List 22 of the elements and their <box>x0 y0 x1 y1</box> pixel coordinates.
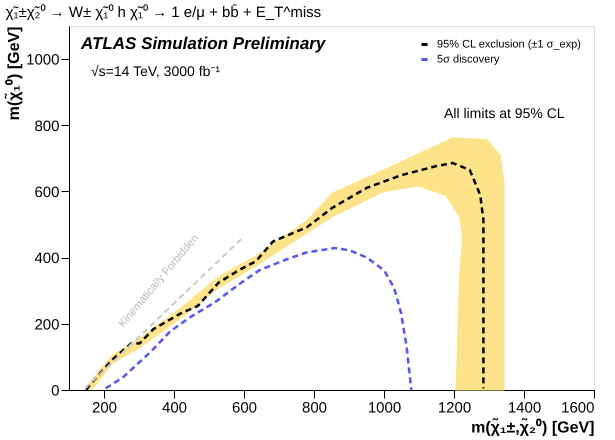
y-tick-label: 600 <box>34 184 60 201</box>
x-tick-label: 1200 <box>438 400 472 416</box>
y-axis-title: m(χ̃₁⁰) [GeV] <box>4 26 24 120</box>
annotation: ATLAS Simulation Preliminary <box>80 34 327 53</box>
x-tick-label: 1600 <box>561 400 594 416</box>
annotation: √s=14 TeV, 3000 fb⁻¹ <box>91 63 220 79</box>
x-tick-label: 600 <box>232 400 258 416</box>
y-tick-label: 200 <box>34 316 60 334</box>
y-tick-label: 800 <box>34 118 60 135</box>
chart-title: χ̃₁±χ̃₂⁰ → W± χ̃₁⁰ h χ̃₁⁰ → 1 e/μ + bb̄ + E_T^miss <box>6 4 322 21</box>
x-tick-label: 1000 <box>368 400 402 416</box>
x-tick-label: 200 <box>92 400 118 416</box>
y-tick-label: 0 <box>51 382 60 400</box>
legend-label: 95% CL exclusion (±1 σ_exp) <box>437 38 581 50</box>
x-tick-label: 1400 <box>508 400 542 416</box>
legend-label: 5σ discovery <box>437 54 500 66</box>
x-tick-label: 400 <box>162 400 188 416</box>
y-tick-label: 1000 <box>26 52 60 69</box>
x-tick-label: 800 <box>302 400 328 416</box>
x-axis-title: m(χ̃₁±,χ̃₂⁰) [GeV] <box>471 418 594 436</box>
annotation: All limits at 95% CL <box>444 105 565 121</box>
y-tick-label: 400 <box>34 250 60 268</box>
